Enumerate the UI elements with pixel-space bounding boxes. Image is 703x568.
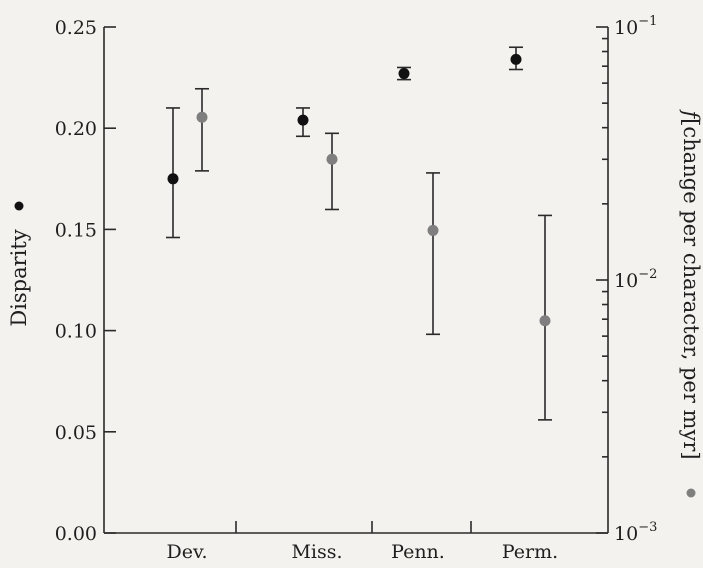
left-tick-label: 0.10	[55, 321, 97, 343]
gray-data-point	[539, 315, 551, 327]
right-tick-label-exponent: −1	[638, 14, 657, 29]
ticks-group: 0.000.050.100.150.200.2510−310−210−1Dev.…	[55, 14, 658, 563]
marks-group	[166, 46, 552, 421]
axis-titles-group: Disparity f[change per character, per my…	[7, 108, 703, 498]
black-data-point	[510, 53, 522, 65]
left-tick-label: 0.00	[55, 523, 97, 545]
left-axis-marker-key	[14, 201, 24, 211]
left-axis-title-text: Disparity	[7, 229, 31, 326]
right-tick-label-base: 10	[614, 523, 638, 545]
x-tick-label: Dev.	[167, 541, 208, 563]
black-data-point	[167, 173, 179, 185]
x-tick-label: Miss.	[291, 541, 342, 563]
left-axis-title: Disparity	[7, 229, 31, 326]
right-tick-label: 10−3	[614, 520, 657, 545]
black-data-point	[297, 114, 309, 126]
right-tick-label: 10−1	[614, 14, 657, 39]
right-tick-label-exponent: −2	[638, 267, 657, 282]
left-tick-label: 0.20	[55, 118, 97, 140]
right-tick-label: 10−2	[614, 267, 657, 292]
right-axis-title-group: f[change per character, per myr]	[679, 108, 703, 498]
right-tick-label-base: 10	[614, 270, 638, 292]
gray-data-point	[326, 153, 338, 165]
x-tick-label: Perm.	[502, 541, 558, 563]
right-tick-label-exponent: −3	[638, 520, 657, 535]
gray-data-point	[196, 111, 208, 123]
black-data-point	[398, 68, 410, 80]
left-axis-title-group: Disparity	[7, 201, 31, 327]
x-tick-label: Penn.	[391, 541, 445, 563]
left-tick-label: 0.25	[55, 17, 97, 39]
right-axis-title-prefix: f	[679, 108, 703, 121]
right-axis-marker-key	[686, 488, 696, 498]
left-tick-label: 0.05	[55, 422, 97, 444]
gray-data-point	[427, 224, 439, 236]
right-axis-title: f[change per character, per myr]	[679, 108, 703, 459]
left-tick-label: 0.15	[55, 219, 97, 241]
right-axis-title-text: [change per character, per myr]	[679, 118, 703, 459]
axes-group	[103, 27, 609, 534]
right-tick-label-base: 10	[614, 17, 638, 39]
